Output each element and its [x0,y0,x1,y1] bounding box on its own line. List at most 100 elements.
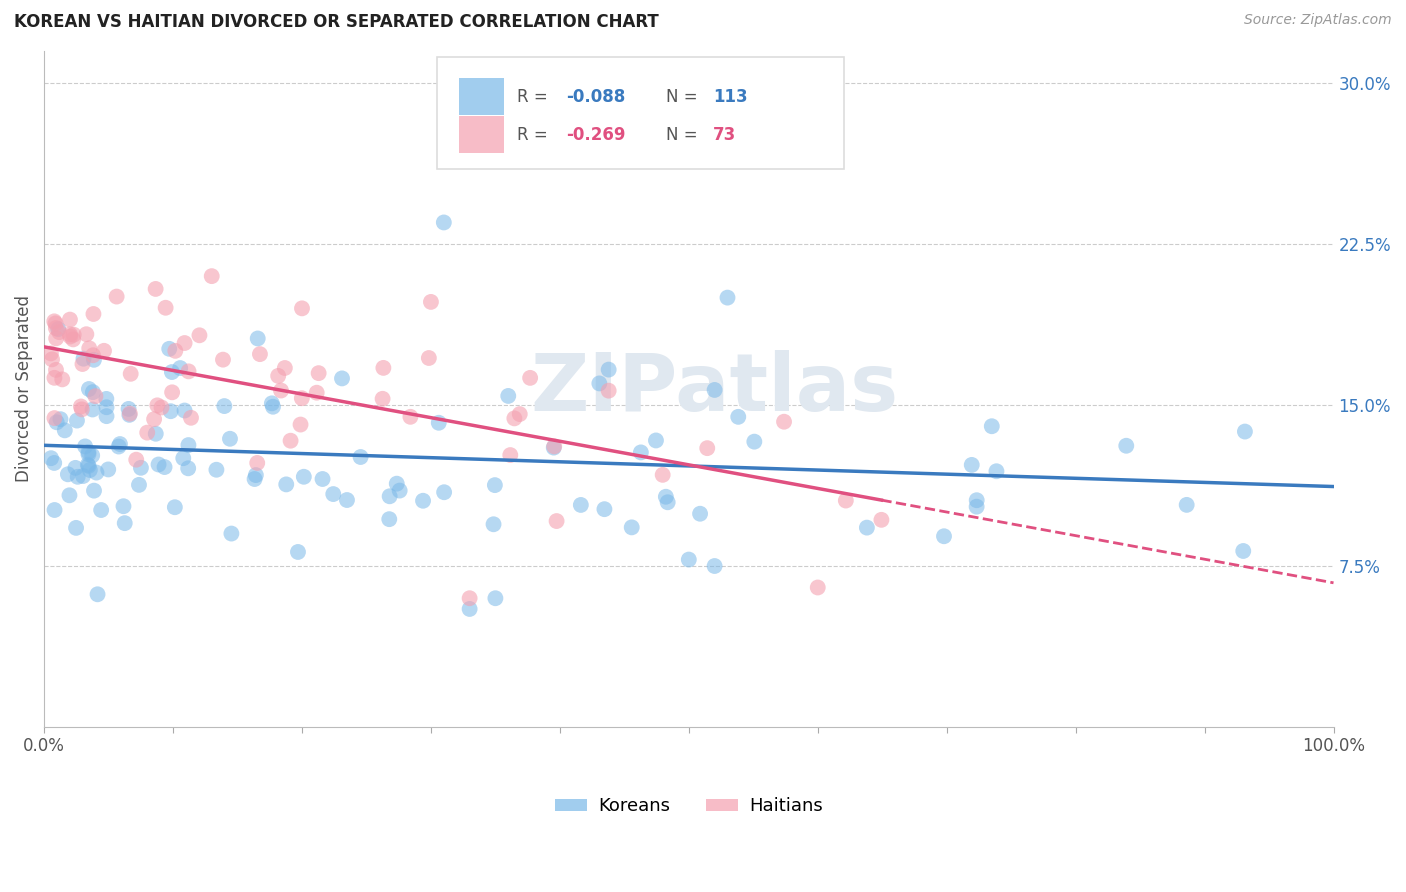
Point [79,463,101,477]
Point [165,343,187,358]
Point [44,411,66,425]
Text: Source: ZipAtlas.com: Source: ZipAtlas.com [1244,13,1392,28]
Point [72,357,94,371]
Point [82,348,104,362]
Point [97,462,120,476]
Point [65,461,87,475]
Point [44,503,66,517]
Point [145,426,167,441]
Point [484,478,506,492]
Point [48,325,70,339]
Point [221,526,243,541]
Point [856,520,879,534]
Point [59,329,82,343]
Point [44,456,66,470]
Point [651,467,673,482]
Point [870,513,893,527]
Point [146,398,169,412]
Point [143,412,166,426]
Point [136,425,159,440]
Point [932,529,955,543]
FancyBboxPatch shape [460,78,505,115]
Point [243,472,266,486]
Point [588,376,610,391]
Point [291,301,314,316]
Point [630,445,652,459]
Point [1175,498,1198,512]
Point [86,587,108,601]
Point [44,314,66,328]
Point [378,489,401,503]
Point [107,440,129,454]
Point [499,448,522,462]
Point [177,461,200,475]
Point [986,464,1008,478]
Point [157,342,180,356]
Point [150,401,173,415]
Point [212,352,235,367]
Point [83,352,105,367]
Point [59,327,82,342]
Point [598,384,620,398]
Point [292,469,315,483]
Point [276,477,298,491]
Point [543,441,565,455]
Point [620,520,643,534]
Point [62,327,84,342]
Point [39,451,62,466]
Point [503,411,526,425]
Point [77,445,100,459]
Point [678,552,700,566]
Point [696,441,718,455]
Point [77,341,100,355]
Point [703,383,725,397]
Point [419,294,441,309]
Point [509,407,531,421]
Point [433,485,456,500]
Point [727,409,749,424]
Text: R =: R = [517,87,554,105]
FancyBboxPatch shape [460,116,505,153]
Point [58,488,80,502]
Point [388,483,411,498]
Point [703,559,725,574]
Point [399,409,422,424]
Point [373,360,395,375]
Point [112,500,135,514]
Point [65,521,87,535]
Point [76,458,98,472]
Point [172,451,194,466]
Point [543,439,565,453]
Point [205,463,228,477]
FancyBboxPatch shape [437,57,844,169]
Point [657,495,679,509]
Point [280,434,302,448]
Point [336,493,359,508]
Point [260,396,283,410]
Point [77,447,100,461]
Point [53,423,76,437]
Point [385,476,408,491]
Legend: Koreans, Haitians: Koreans, Haitians [547,790,831,822]
Point [45,363,67,377]
Point [249,347,271,361]
Point [105,289,128,303]
Point [83,483,105,498]
Point [1233,425,1256,439]
Point [267,368,290,383]
Point [75,327,97,342]
Point [160,385,183,400]
Point [145,282,167,296]
Point [330,371,353,385]
Point [689,507,711,521]
Point [427,416,450,430]
Point [59,312,82,326]
Point [744,434,766,449]
Point [159,404,181,418]
Point [378,512,401,526]
Point [51,372,73,386]
Point [72,351,94,366]
Text: -0.088: -0.088 [567,87,626,105]
Point [593,502,616,516]
Point [77,458,100,473]
